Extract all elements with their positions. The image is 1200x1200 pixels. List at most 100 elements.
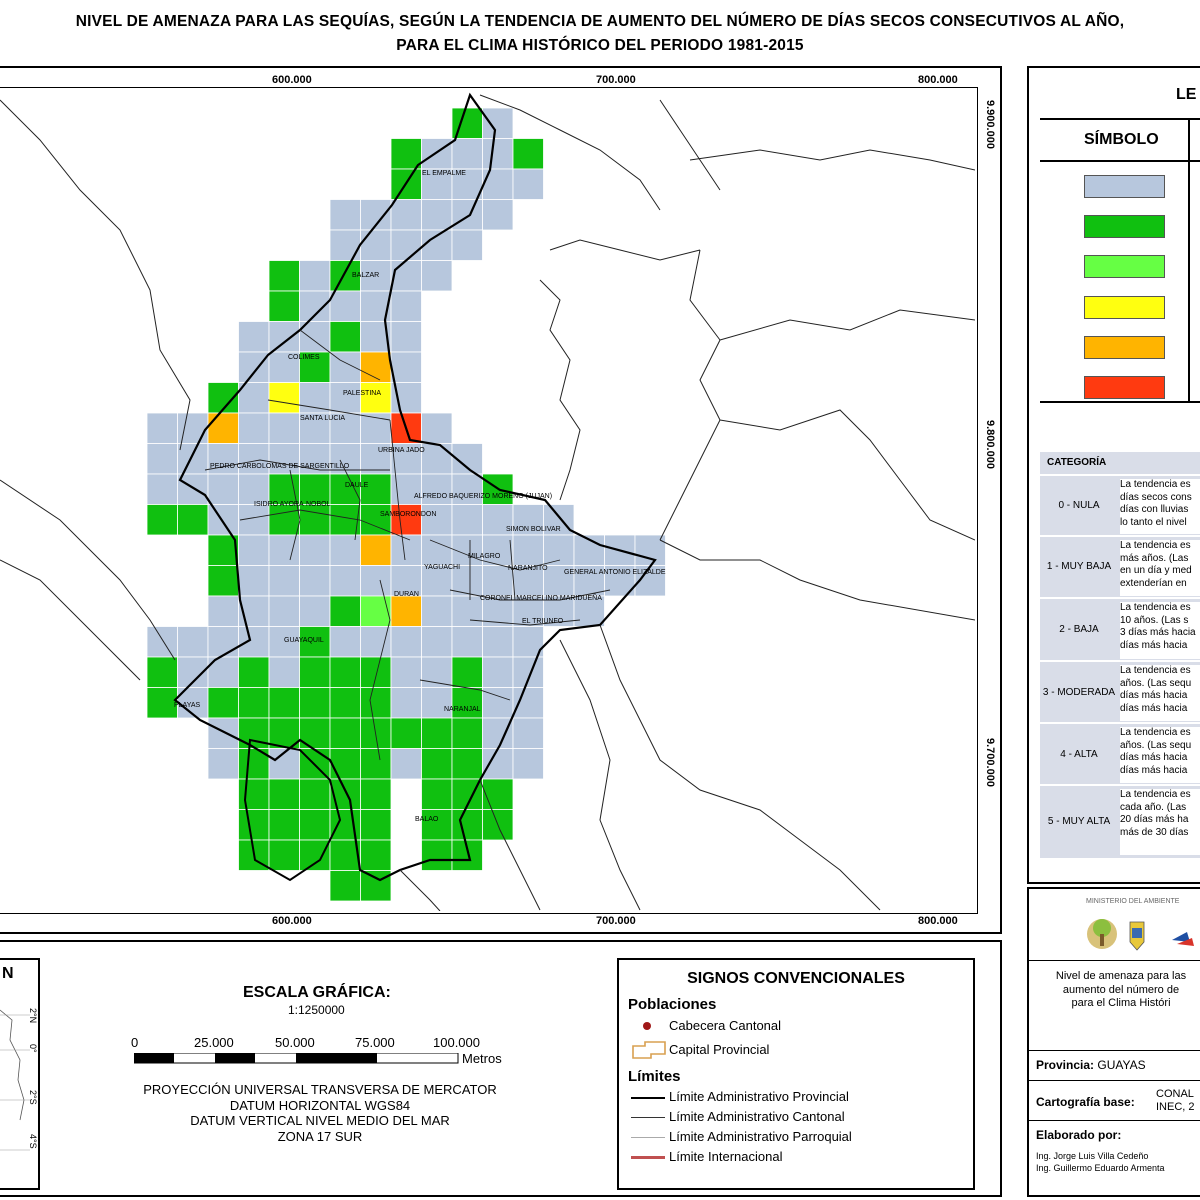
category-header: CATEGORÍA [1040, 452, 1200, 474]
grid-cell [360, 656, 392, 688]
category-name: 2 - BAJA [1059, 624, 1099, 635]
legend-title: LE [1176, 86, 1197, 103]
government-logos [1087, 919, 1194, 951]
grid-cell [238, 473, 270, 505]
place-label: MILAGRO [468, 553, 501, 560]
parish-limit-line [631, 1137, 665, 1138]
place-label: ISIDRO AYORA [254, 501, 304, 508]
category-name: 0 - NULA [1058, 500, 1100, 511]
grid-cell [329, 595, 361, 627]
grid-cell [360, 687, 392, 719]
grid-cell [329, 382, 361, 414]
grid-cell [177, 626, 209, 658]
grid-cell [268, 687, 300, 719]
grid-cell [299, 290, 331, 322]
ministry-name: MINISTERIO DEL AMBIENTE [1086, 898, 1180, 905]
desc-line: días secos cons [1120, 491, 1192, 503]
grid-cell [512, 138, 544, 170]
grid-cell [329, 656, 361, 688]
grid-cell [421, 504, 453, 536]
category-name: 5 - MUY ALTA [1047, 816, 1111, 827]
grid-cell [390, 626, 422, 658]
inset-lat-label: 2°S [28, 1090, 38, 1105]
x-tick-bottom-3: 800.000 [918, 915, 958, 927]
grid-cell [451, 595, 483, 627]
grid-cell [390, 321, 422, 353]
grid-cell [329, 565, 361, 597]
scale-label: 50.000 [275, 1035, 315, 1050]
tree-trunk-icon [1100, 934, 1104, 946]
scale-bar-segment [134, 1053, 174, 1063]
grid-cell [268, 839, 300, 871]
limits-header: Límites [628, 1068, 681, 1085]
grid-cell [268, 290, 300, 322]
cartography-line: CONAL [1156, 1088, 1194, 1100]
grid-cell [451, 748, 483, 780]
scale-ratio: 1:1250000 [288, 1003, 345, 1017]
grid-cell [146, 443, 178, 475]
grid-cell [421, 717, 453, 749]
gobierno-logo-red-icon [1177, 938, 1194, 946]
capital-label: Capital Provincial [669, 1042, 770, 1057]
grid-cell [299, 565, 331, 597]
place-label: SAMBORONDON [380, 511, 436, 518]
category-row-4: 4 - ALTA La tendencia es años. (Las sequ… [1040, 722, 1200, 786]
desc-line: años. (Las sequ [1120, 739, 1192, 751]
grid-cell [482, 168, 514, 200]
grid-cell [299, 260, 331, 292]
desc-line: días con lluvias [1120, 504, 1189, 515]
grid-cell [268, 473, 300, 505]
grid-cell [421, 138, 453, 170]
category-desc: La tendencia es 10 años. (Las s 3 días m… [1120, 602, 1200, 659]
category-desc: La tendencia es años. (Las sequ días más… [1120, 665, 1200, 721]
category-row-1: 1 - MUY BAJA La tendencia es más años. (… [1040, 535, 1200, 599]
grid-cell [207, 717, 239, 749]
y-tick-2: 9.800.000 [984, 420, 996, 469]
info-divider [1029, 1050, 1200, 1051]
symbol-header-label: SÍMBOLO [1084, 131, 1159, 148]
grid-cell [268, 412, 300, 444]
grid-cell [421, 626, 453, 658]
grid-cell [238, 656, 270, 688]
grid-cell [207, 595, 239, 627]
legend-swatch-nula [1084, 175, 1165, 198]
grid-cell [238, 626, 270, 658]
grid-cell [390, 229, 422, 261]
grid-cell [360, 443, 392, 475]
grid-cell [482, 717, 514, 749]
grid-cell [238, 351, 270, 383]
grid-cell [360, 778, 392, 810]
desc-line: 3 días más hacia [1120, 627, 1196, 638]
grid-cell [177, 443, 209, 475]
grid-cell [268, 534, 300, 566]
grid-cell [390, 717, 422, 749]
grid-cell [451, 229, 483, 261]
category-header-label: CATEGORÍA [1047, 457, 1107, 468]
legend-swatch-muy-alta [1084, 376, 1165, 399]
grid-cell [421, 565, 453, 597]
legend-swatch-muy-baja [1084, 215, 1165, 238]
map-title: NIVEL DE AMENAZA PARA LAS SEQUÍAS, SEGÚN… [0, 10, 1200, 58]
x-tick-top-3: 800.000 [918, 74, 958, 86]
symbol-column-divider [1188, 118, 1190, 403]
desc-line: La tendencia es [1120, 479, 1191, 490]
info-desc-line: aumento del número de [1062, 983, 1180, 996]
grid-cell [329, 473, 361, 505]
projection-line: DATUM HORIZONTAL WGS84 [229, 1097, 411, 1113]
category-row-0: 0 - NULA La tendencia es días secos cons… [1040, 474, 1200, 537]
place-label: GENERAL ANTONIO ELIZALDE [564, 569, 666, 576]
place-label: GUAYAQUIL [284, 637, 324, 644]
grid-cell [238, 717, 270, 749]
x-tick-top-1: 600.000 [272, 74, 312, 86]
grid-cell [390, 687, 422, 719]
grid-cell [421, 595, 453, 627]
grid-cell [299, 534, 331, 566]
cabecera-label: Cabecera Cantonal [669, 1018, 782, 1033]
desc-line: días más hacia [1120, 764, 1188, 776]
coat-of-arms-detail-icon [1132, 928, 1142, 938]
grid-cell [482, 626, 514, 658]
scale-bar-segment [215, 1053, 255, 1063]
cartography-value: CONAL INEC, 2 [1156, 1088, 1195, 1114]
gobierno-logo-icon [1172, 932, 1190, 942]
place-label: YAGUACHI [424, 564, 460, 571]
